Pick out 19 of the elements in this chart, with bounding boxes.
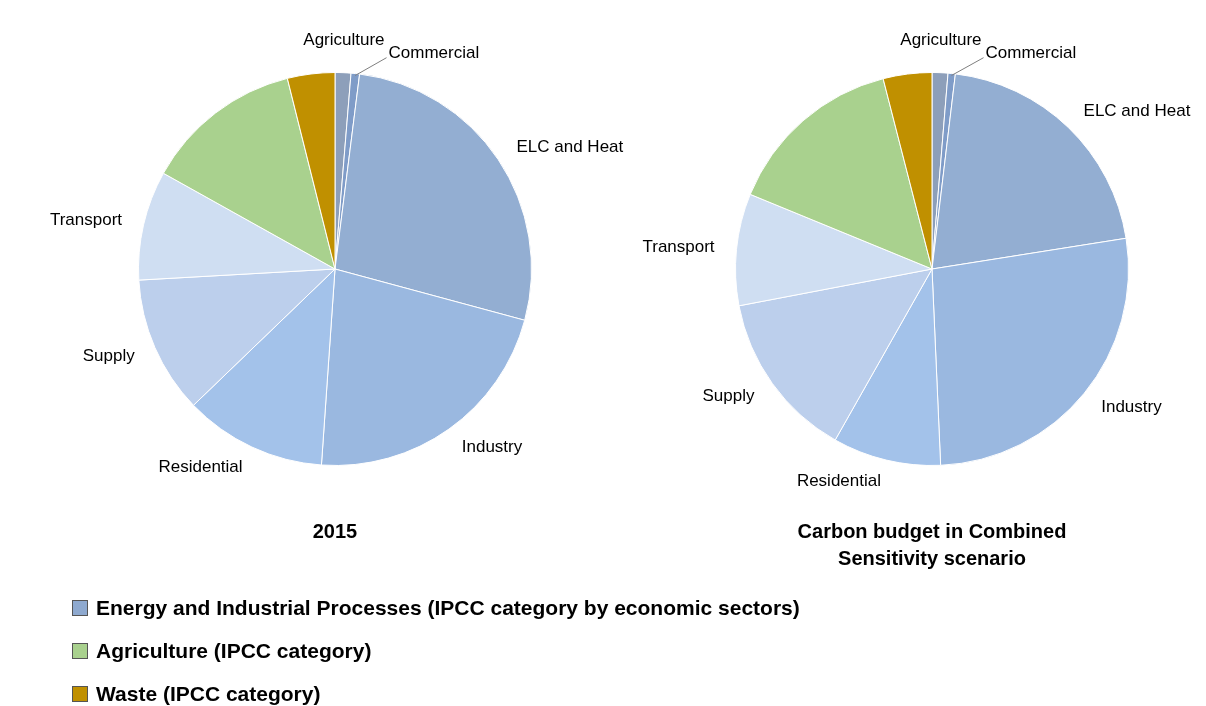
slice-label: Industry	[461, 436, 523, 456]
text: Carbon budget in Combined Sensitivity scenario	[796, 519, 1068, 571]
slice-label: Supply	[702, 386, 755, 406]
slice-label: Transport	[642, 236, 715, 256]
text: 2015	[311, 519, 359, 544]
slice-label: Industry	[1101, 396, 1163, 416]
slice-label: ELC and Heat	[516, 137, 624, 157]
slice-label: Transport	[49, 209, 123, 229]
category-label: Agriculture (IPCC category)	[96, 638, 372, 663]
slice-label: Agriculture	[900, 30, 982, 50]
slice-label: Supply	[82, 346, 136, 366]
slice-label: Residential	[796, 471, 881, 491]
slice-label: Agriculture	[303, 30, 385, 50]
category-label: Waste (IPCC category)	[96, 681, 321, 706]
slice-label: ELC and Heat	[1083, 101, 1191, 121]
slice-label: Commercial	[985, 43, 1077, 63]
category-label: Energy and Industrial Processes (IPCC category by economic sectors)	[96, 595, 800, 620]
slice-label: Residential	[158, 456, 243, 476]
slice-label: Commercial	[388, 43, 480, 63]
